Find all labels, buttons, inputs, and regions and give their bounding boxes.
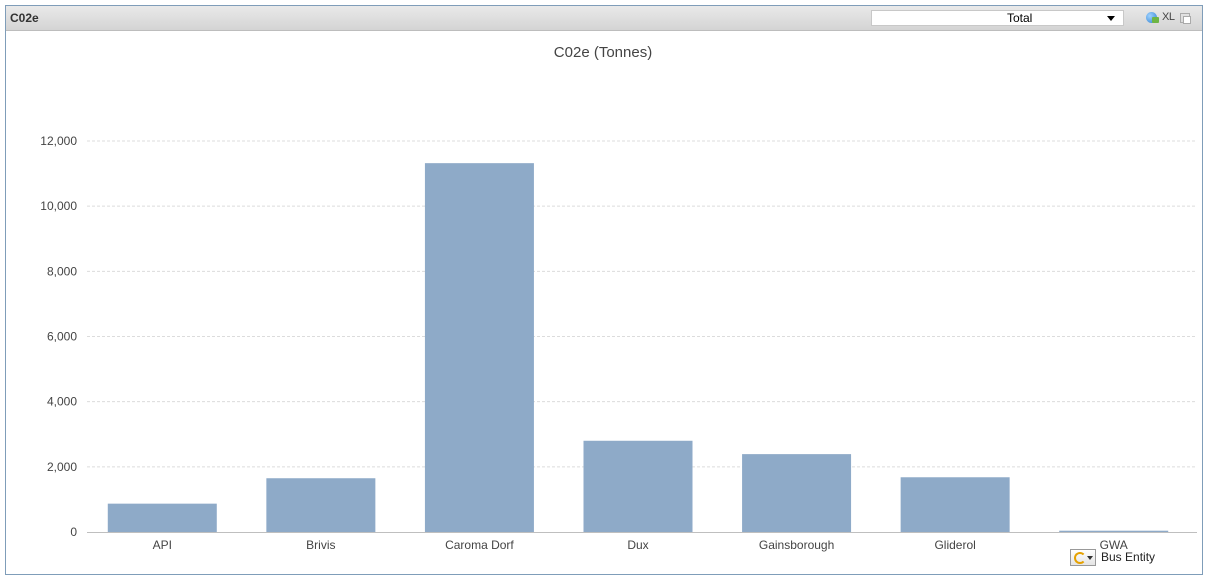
y-tick-label: 12,000 xyxy=(40,134,77,148)
y-tick-label: 4,000 xyxy=(47,395,77,409)
x-tick-label: Caroma Dorf xyxy=(445,538,514,552)
bar xyxy=(107,503,217,532)
bar xyxy=(424,163,534,532)
x-tick-label: Gliderol xyxy=(934,538,975,552)
bar xyxy=(742,454,852,532)
y-tick-label: 8,000 xyxy=(47,264,77,278)
cycle-icon[interactable] xyxy=(1070,549,1096,566)
cycle-group-label: Bus Entity xyxy=(1101,550,1156,564)
caption-bar: C02e Total XL xyxy=(6,6,1202,31)
y-tick-label: 10,000 xyxy=(40,199,77,213)
chart-title: C02e (Tonnes) xyxy=(554,44,652,61)
x-tick-label: Gainsborough xyxy=(759,538,834,552)
dropdown-value: Total xyxy=(1007,11,1033,25)
restore-icon[interactable] xyxy=(1180,13,1191,24)
send-to-excel-button[interactable]: XL xyxy=(1162,11,1175,23)
x-tick-label: Brivis xyxy=(306,538,335,552)
y-tick-label: 0 xyxy=(70,525,77,539)
bar xyxy=(266,478,376,532)
x-tick-label: Dux xyxy=(627,538,648,552)
chevron-down-icon[interactable] xyxy=(1107,16,1115,21)
bar xyxy=(1059,530,1169,532)
x-tick-label: GWA xyxy=(1100,538,1128,552)
y-tick-label: 6,000 xyxy=(47,330,77,344)
y-tick-label: 2,000 xyxy=(47,460,77,474)
bar xyxy=(900,477,1010,532)
caption-title: C02e xyxy=(10,11,39,25)
bar xyxy=(583,440,693,532)
x-tick-label: API xyxy=(153,538,172,552)
total-dropdown[interactable]: Total xyxy=(871,10,1124,26)
globe-icon[interactable] xyxy=(1146,12,1159,23)
